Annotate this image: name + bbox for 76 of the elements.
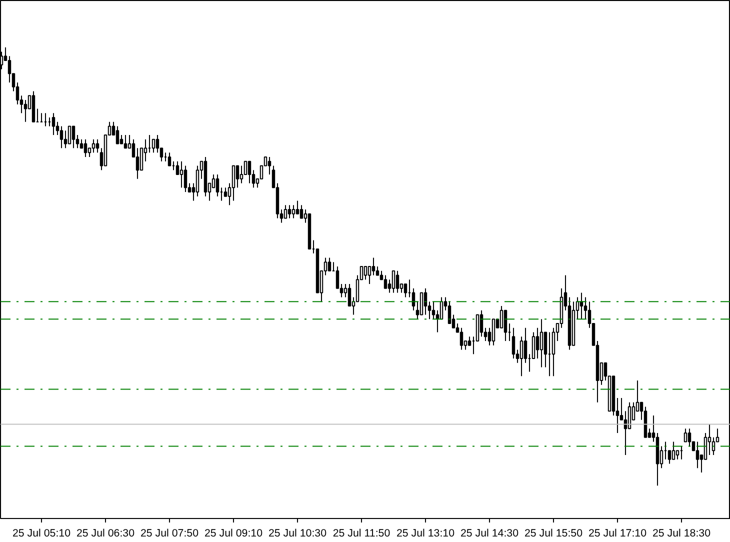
x-tick-label: 25 Jul 11:50 bbox=[332, 528, 390, 540]
candlestick bbox=[124, 134, 128, 149]
candlestick bbox=[180, 160, 184, 188]
candlestick bbox=[668, 450, 672, 464]
candlestick bbox=[688, 428, 692, 447]
x-tick-label: 25 Jul 05:10 bbox=[12, 528, 71, 540]
candlestick bbox=[372, 257, 376, 276]
candlestick bbox=[216, 174, 220, 197]
candlestick bbox=[500, 305, 504, 328]
candlestick bbox=[424, 288, 428, 316]
candlestick bbox=[368, 266, 372, 285]
x-tick-label: 25 Jul 15:50 bbox=[524, 528, 583, 540]
candlestick bbox=[512, 327, 516, 360]
x-tick-label: 25 Jul 17:10 bbox=[588, 528, 647, 540]
candlestick bbox=[672, 441, 676, 460]
x-tick-label: 25 Jul 06:30 bbox=[76, 528, 135, 540]
candlestick bbox=[248, 160, 252, 184]
candlestick bbox=[552, 327, 556, 377]
candlestick bbox=[396, 270, 400, 294]
x-tick-label: 25 Jul 13:10 bbox=[396, 528, 455, 540]
candlestick bbox=[96, 138, 100, 154]
candlestick bbox=[116, 126, 120, 144]
candlestick bbox=[232, 165, 236, 202]
x-tick-label: 25 Jul 10:30 bbox=[268, 528, 327, 540]
candlestick bbox=[196, 165, 200, 197]
candlestick bbox=[480, 310, 484, 338]
candlestick bbox=[524, 327, 528, 364]
candlestick bbox=[540, 318, 544, 368]
candlestick bbox=[184, 165, 188, 193]
candlestick bbox=[84, 138, 88, 158]
candlestick bbox=[492, 318, 496, 346]
candlestick bbox=[432, 301, 436, 320]
candlestick bbox=[68, 126, 72, 144]
candlestick bbox=[684, 428, 688, 442]
candlestick bbox=[532, 332, 536, 360]
candlestick bbox=[212, 174, 216, 188]
candlestick bbox=[24, 99, 28, 122]
candlestick bbox=[240, 165, 244, 184]
candlestick bbox=[404, 284, 408, 298]
candlestick bbox=[300, 204, 304, 219]
candlestick bbox=[520, 336, 524, 377]
x-tick-label: 25 Jul 09:10 bbox=[204, 528, 263, 540]
candlestick bbox=[152, 138, 156, 154]
candlestick bbox=[328, 257, 332, 272]
candlestick bbox=[384, 274, 388, 289]
candlestick bbox=[56, 121, 60, 136]
candlestick bbox=[284, 204, 288, 219]
candlestick bbox=[60, 126, 64, 149]
candlestick bbox=[72, 126, 76, 149]
candlestick bbox=[140, 148, 144, 171]
candlestick bbox=[348, 284, 352, 306]
candlestick bbox=[420, 292, 424, 316]
candlestick bbox=[544, 332, 548, 368]
candlestick bbox=[584, 296, 588, 320]
candlestick bbox=[52, 112, 56, 136]
candlestick bbox=[92, 138, 96, 154]
candlestick bbox=[268, 156, 272, 175]
candlestick bbox=[392, 270, 396, 294]
candlestick bbox=[504, 310, 508, 342]
candlestick bbox=[236, 165, 240, 188]
candlestick bbox=[696, 441, 700, 469]
candlestick bbox=[168, 152, 172, 166]
candlestick bbox=[156, 134, 160, 154]
candlestick bbox=[292, 204, 296, 219]
candlestick bbox=[136, 148, 140, 180]
x-tick-label: 25 Jul 14:30 bbox=[460, 528, 519, 540]
candlestick bbox=[176, 160, 180, 175]
x-tick-label: 25 Jul 07:50 bbox=[140, 528, 199, 540]
candlestick bbox=[288, 204, 292, 219]
candlestick bbox=[704, 432, 708, 460]
candlestick bbox=[460, 327, 464, 350]
candlestick bbox=[64, 130, 68, 149]
candlestick bbox=[364, 266, 368, 280]
candlestick bbox=[628, 402, 632, 430]
candlestick bbox=[536, 327, 540, 360]
x-tick-label: 25 Jul 18:30 bbox=[652, 528, 711, 540]
